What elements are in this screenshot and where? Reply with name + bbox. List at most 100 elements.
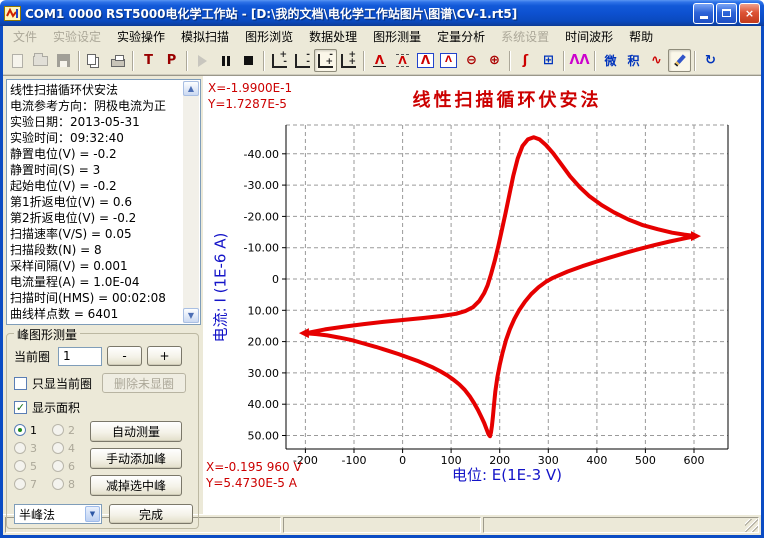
rotate-3d-icon[interactable]: ↻: [705, 53, 716, 68]
peak-radio-2: [52, 424, 64, 436]
data-table-icon[interactable]: ⊞: [543, 53, 554, 68]
menu-item-simulated-scan[interactable]: 模拟扫描: [181, 30, 230, 44]
chevron-down-icon[interactable]: ▼: [85, 506, 100, 522]
pause-experiment-icon[interactable]: [214, 49, 237, 72]
svg-text:-40.00: -40.00: [244, 148, 279, 161]
menu-item-experiment-operation[interactable]: 实验操作: [117, 30, 166, 44]
menu-item-graph-measure[interactable]: 图形测量: [373, 30, 422, 44]
peak-radio-label: 8: [68, 477, 75, 491]
peak-method-select[interactable]: 半峰法 ▼: [14, 504, 102, 524]
peak-overlay-icon[interactable]: ΛΛ: [569, 53, 590, 68]
menu-item-experiment-setup: 实验设定: [53, 30, 102, 44]
done-button[interactable]: 完成: [109, 504, 193, 524]
decrement-button[interactable]: -: [107, 346, 142, 366]
manual-add-peak-button[interactable]: 手动添加峰: [90, 448, 182, 469]
subtract-peak-button[interactable]: 减掉选中峰: [90, 475, 182, 496]
minimize-button[interactable]: [693, 2, 714, 24]
axis-adjust-2-icon[interactable]: --: [291, 49, 314, 72]
maximize-button[interactable]: [716, 2, 737, 24]
save-icon: [52, 49, 75, 72]
integrate-icon[interactable]: 积: [627, 54, 640, 68]
zoom-in-icon[interactable]: ⊕: [489, 53, 500, 68]
peak-window-icon[interactable]: Λ: [414, 49, 437, 72]
smooth-curve-icon[interactable]: ∿: [651, 53, 662, 68]
peak-radio-7: [14, 478, 26, 490]
show-area-checkbox[interactable]: ✓: [14, 401, 27, 414]
auto-scale-curve-icon[interactable]: Λ: [396, 54, 409, 67]
only-current-checkbox[interactable]: [14, 376, 27, 390]
svg-text:200: 200: [489, 454, 510, 467]
param-line: 第2折返电位(V) = -0.2: [10, 211, 137, 225]
copy-icon[interactable]: [83, 49, 106, 72]
svg-text:0: 0: [272, 273, 279, 286]
menu-item-quantitative-analysis[interactable]: 定量分析: [437, 30, 486, 44]
axis-adjust-4-icon[interactable]: + +: [337, 49, 360, 72]
only-current-label: 只显当前圈: [32, 376, 93, 391]
full-scale-curve-icon[interactable]: Λ: [372, 53, 387, 67]
peak-radio-1[interactable]: [14, 424, 26, 436]
chart-title: 线性扫描循环伏安法: [412, 90, 602, 111]
current-circle-input[interactable]: [58, 346, 102, 366]
zoom-out-icon[interactable]: ⊖: [466, 53, 477, 68]
status-panel-3: [483, 517, 759, 533]
menu-item-file: 文件: [13, 30, 38, 44]
peak-radio-label: 2: [68, 423, 75, 437]
differentiate-icon[interactable]: 微: [604, 54, 617, 68]
axis-adjust-3-icon[interactable]: - +: [314, 49, 337, 72]
step-curve-icon[interactable]: ʃ: [522, 53, 529, 68]
toolbar-separator: [78, 50, 80, 71]
param-line: 扫描时间(HMS) = 00:02:08: [10, 291, 166, 305]
cursor-y-value: Y=1.7287E-5: [208, 97, 287, 111]
peak-radio-label: 4: [68, 441, 75, 455]
peak-group-title: 峰图形测量: [14, 326, 81, 343]
menu-item-data-processing[interactable]: 数据处理: [309, 30, 358, 44]
run-experiment-icon: [191, 49, 214, 72]
menu-item-graph-browse[interactable]: 图形浏览: [245, 30, 294, 44]
menu-item-help[interactable]: 帮助: [629, 30, 654, 44]
peak-radio-label: 5: [30, 459, 37, 473]
params-scrollbar[interactable]: ▲ ▼: [183, 81, 199, 323]
annotate-pencil-icon[interactable]: [668, 49, 691, 72]
menu-bar: 文件 实验设定 实验操作 模拟扫描 图形浏览 数据处理 图形测量 定量分析 系统设置 时间波形 帮助: [3, 26, 761, 47]
auto-measure-button[interactable]: 自动测量: [90, 421, 182, 442]
resize-grip[interactable]: [745, 519, 758, 532]
title-text-icon[interactable]: T: [144, 53, 153, 68]
chart-panel: X=-1.9900E-1 Y=1.7287E-5 线性扫描循环伏安法 电流: I…: [203, 76, 761, 514]
peak-radio-8: [52, 478, 64, 490]
stop-experiment-icon[interactable]: [237, 49, 260, 72]
cursor-readout-bottom: X=-0.195 960 V Y=5.4730E-5 A: [206, 459, 302, 491]
param-line: 线性扫描循环伏安法: [10, 83, 119, 97]
toolbar-separator: [263, 50, 265, 71]
show-area-label: 显示面积: [32, 401, 81, 415]
peak-radio-label: 7: [30, 477, 37, 491]
parameter-text-icon[interactable]: P: [166, 53, 177, 68]
cursor-x-volts: X=-0.195 960 V: [206, 460, 302, 474]
svg-text:0: 0: [399, 454, 406, 467]
svg-text:20.00: 20.00: [248, 336, 280, 349]
toolbar-separator: [694, 50, 696, 71]
param-line: 电流参考方向：阴极电流为正: [10, 99, 167, 113]
svg-text:30.00: 30.00: [248, 367, 280, 380]
scroll-up-icon[interactable]: ▲: [183, 81, 199, 96]
param-line: 第1折返电位(V) = 0.6: [10, 195, 132, 209]
param-line: 扫描段数(N) = 8: [10, 243, 102, 257]
cursor-y-amps: Y=5.4730E-5 A: [206, 476, 297, 490]
axis-adjust-1-icon[interactable]: + -: [268, 49, 291, 72]
peak-window-small-icon[interactable]: Λ: [437, 49, 460, 72]
experiment-params-list: 线性扫描循环伏安法 电流参考方向：阴极电流为正 实验日期：2013-05-31 实验时…: [6, 79, 201, 325]
increment-button[interactable]: +: [147, 346, 182, 366]
toolbar: T P + - - - - + + + Λ Λ Λ Λ ⊖ ⊕ ʃ ⊞ ΛΛ 微积 ∿ ↻: [3, 47, 761, 75]
param-line: 实验时间：09:32:40: [10, 131, 124, 145]
cursor-x-value: X=-1.9900E-1: [208, 81, 293, 95]
svg-text:50.00: 50.00: [248, 430, 280, 443]
scroll-down-icon[interactable]: ▼: [183, 308, 199, 323]
print-icon[interactable]: [106, 49, 129, 72]
close-button[interactable]: ×: [739, 2, 760, 24]
param-line: 电流量程(A) = 1.0E-04: [10, 275, 140, 289]
open-file-icon: [29, 49, 52, 72]
toolbar-separator: [594, 50, 596, 71]
svg-text:-10.00: -10.00: [244, 242, 279, 255]
menu-item-time-waveform[interactable]: 时间波形: [565, 30, 614, 44]
cv-plot[interactable]: -200 -100 0 100 200 300 400 500 600 -40.00 -30.00 -…: [203, 76, 761, 519]
title-bar[interactable]: COM1 0000 RST5000电化学工作站 - [D:\我的文档\电化学工作…: [0, 0, 764, 26]
